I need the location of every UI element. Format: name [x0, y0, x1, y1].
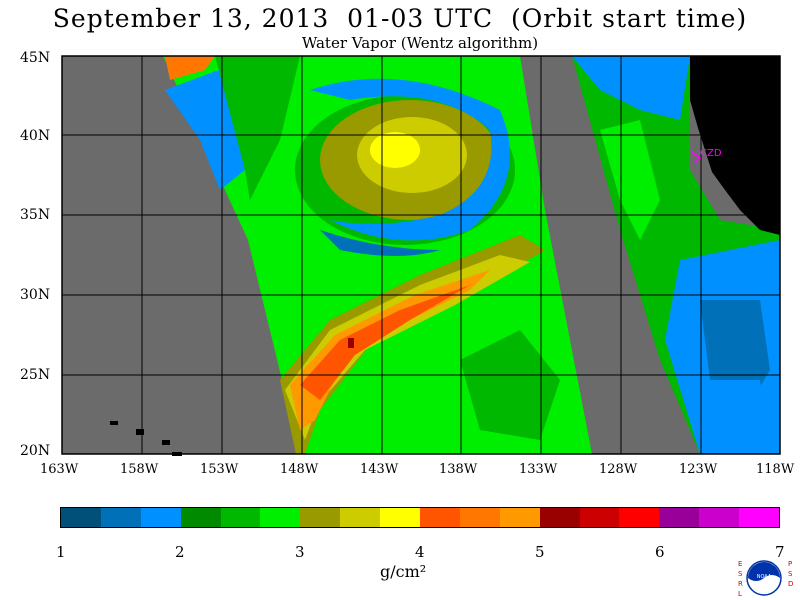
colorbar-swatch-14 [619, 508, 660, 527]
colorbar-swatch-2 [140, 508, 181, 527]
logo-psd-s: S [788, 570, 793, 578]
lon-label-123w: 123W [679, 462, 718, 477]
colorbar-swatch-3 [180, 508, 221, 527]
colorbar-swatch-11 [499, 508, 540, 527]
logo-psd-p: P [788, 560, 792, 568]
logo-text: NOAA [757, 574, 772, 580]
colorbar-tick-4: 4 [415, 543, 425, 561]
colorbar-swatch-4 [220, 508, 261, 527]
colorbar-swatch-9 [420, 508, 460, 527]
logo-esrl-r: R [738, 580, 743, 588]
colorbar-tick-3: 3 [295, 543, 305, 561]
colorbar-unit: g/cm² [380, 562, 427, 581]
colorbar-swatch-6 [300, 508, 341, 527]
logo-esrl-l: L [738, 590, 742, 598]
colorbar-swatch-1 [100, 508, 141, 527]
lat-label-45n: 45N [20, 50, 51, 66]
colorbar-swatch-13 [579, 508, 620, 527]
lat-label-35n: 35N [20, 207, 51, 223]
lon-label-143w: 143W [360, 462, 399, 477]
lon-label-158w: 158W [120, 462, 159, 477]
lon-label-118w: 118W [756, 462, 795, 477]
colorbar-swatch-16 [699, 508, 740, 527]
lon-label-163w: 163W [40, 462, 79, 477]
page-subtitle: Water Vapor (Wentz algorithm) [301, 34, 539, 52]
logo-esrl-e: E [738, 560, 742, 568]
swath-left [163, 56, 592, 454]
colorbar-swatch-5 [260, 508, 301, 527]
page-title: September 13, 2013 01-03 UTC (Orbit star… [52, 4, 748, 33]
lon-label-128w: 128W [599, 462, 638, 477]
lon-label-148w: 148W [280, 462, 319, 477]
colorbar [60, 507, 780, 528]
lon-label-138w: 138W [439, 462, 478, 477]
colorbar-swatch-10 [459, 508, 500, 527]
colorbar-swatch-7 [340, 508, 381, 527]
colorbar-tick-7: 7 [775, 543, 785, 561]
colorbar-swatch-15 [659, 508, 700, 527]
land-mass [690, 56, 780, 235]
colorbar-tick-6: 6 [655, 543, 665, 561]
lat-label-20n: 20N [20, 443, 51, 459]
station-marker [691, 151, 702, 163]
colorbar-tick-5: 5 [535, 543, 545, 561]
lon-label-153w: 153W [200, 462, 239, 477]
noaa-logo: E S R L NOAA P S D [738, 560, 793, 598]
station-label: CZD [700, 148, 722, 159]
swath-right [572, 56, 780, 454]
colorbar-swatch-0 [61, 508, 101, 527]
colorbar-swatch-8 [380, 508, 421, 527]
colorbar-tick-2: 2 [175, 543, 185, 561]
colorbar-swatch-17 [739, 508, 780, 527]
colorbar-tick-1: 1 [56, 543, 66, 561]
lat-label-30n: 30N [20, 287, 51, 303]
logo-esrl-s: S [738, 570, 743, 578]
map-grid [62, 56, 780, 454]
lat-label-40n: 40N [20, 128, 51, 144]
lat-label-25n: 25N [20, 367, 51, 383]
lon-label-133w: 133W [519, 462, 558, 477]
logo-psd-d: D [788, 580, 793, 588]
colorbar-swatch-12 [539, 508, 580, 527]
map-frame [61, 55, 781, 455]
